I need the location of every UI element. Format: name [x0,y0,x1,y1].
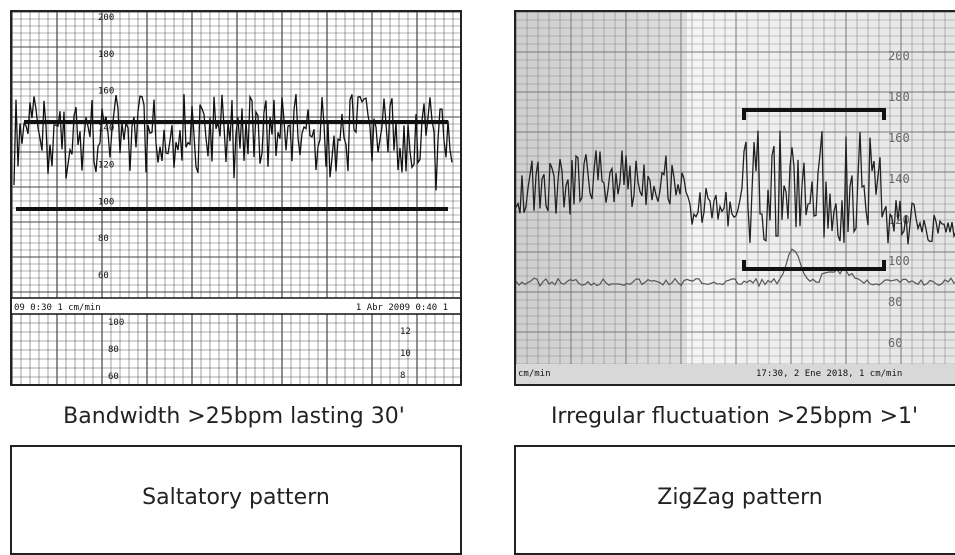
fhr-tick-label: 60 [98,271,109,281]
ctg-grid [12,12,460,384]
strip-footer-left: cm/min [518,369,551,379]
lower-tick-label: 60 [108,372,119,382]
strip-footer-right: 17:30, 2 Ene 2018, 1 cm/min [756,369,902,379]
saltatory-caption: Bandwidth >25bpm lasting 30' [63,404,405,429]
lower-tick-label: 8 [400,371,405,381]
fhr-tick-label: 140 [98,124,114,134]
fhr-tick-label: 80 [888,295,902,309]
saltatory-pattern-box: Saltatory pattern [10,445,462,555]
strip-footer-left: 09 0:30 1 cm/min [14,303,101,313]
fhr-trace [516,130,955,245]
lower-tick-label: 100 [108,318,124,328]
fhr-tick-labels: 200 180 160 140 120 100 80 60 [98,13,114,281]
zigzag-pattern-box: ZigZag pattern [514,445,955,555]
fhr-tick-label: 120 [98,160,114,170]
fhr-tick-label: 180 [98,50,114,60]
fhr-tick-label: 80 [98,234,109,244]
lower-bracket [742,260,886,271]
zigzag-caption: Irregular fluctuation >25bpm >1' [550,404,919,429]
uterine-activity-trace [516,248,955,288]
fhr-tick-label: 160 [98,87,114,97]
lower-tick-label: 12 [400,327,411,337]
fhr-tick-label: 200 [98,13,114,23]
zigzag-pattern-label: ZigZag pattern [657,485,823,510]
fhr-trace [13,94,453,191]
fhr-tick-label: 160 [888,131,910,145]
fhr-tick-label: 100 [888,254,910,268]
lower-tick-label: 10 [400,349,411,359]
fhr-tick-label: 60 [888,336,902,350]
saltatory-ctg-strip: 200 180 160 140 120 100 80 60 09 0:30 1 cm/min … [10,10,462,386]
fhr-tick-label: 180 [888,90,910,104]
fhr-tick-label: 140 [888,172,910,186]
strip-footer-right: 1 Abr 2009 0:40 1 [356,303,448,313]
lower-tick-label: 80 [108,345,119,355]
zigzag-ctg-strip: 200 180 160 140 120 100 80 60 cm/min 17:30, 2 E… [514,10,955,386]
upper-bracket [742,108,886,120]
fhr-tick-label: 100 [98,197,114,207]
lower-channel-ticks: 100 80 60 12 10 8 [108,318,411,382]
saltatory-pattern-label: Saltatory pattern [142,485,330,510]
fhr-tick-label: 200 [888,49,910,63]
